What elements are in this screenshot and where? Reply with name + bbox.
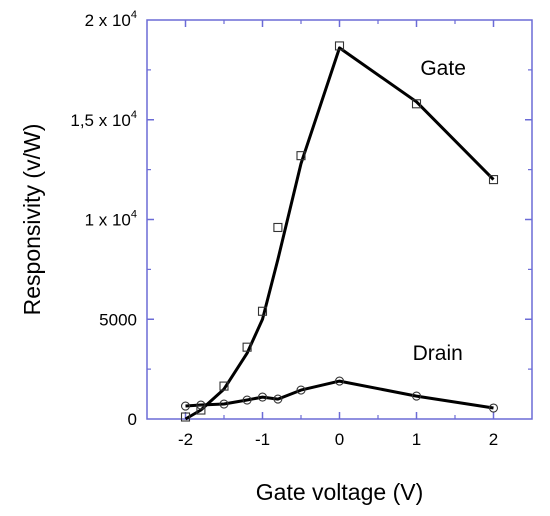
series-label-gate: Gate xyxy=(420,57,466,80)
x-tick-label: -1 xyxy=(255,430,270,449)
y-tick-label: 0 xyxy=(128,410,137,429)
x-tick-label: 0 xyxy=(335,430,344,449)
x-tick-label: 1 xyxy=(412,430,421,449)
series-markers xyxy=(180,41,499,422)
y-axis-title: Responsivity (v/W) xyxy=(19,124,45,316)
data-point-drain xyxy=(242,395,252,405)
series-annotations: Gate Drain xyxy=(413,57,466,365)
data-point-gate xyxy=(219,381,229,391)
data-point-gate xyxy=(334,41,345,51)
series-line-gate xyxy=(184,46,495,421)
data-point-drain xyxy=(257,392,268,402)
y-tick-label: 1 x 104 xyxy=(85,209,137,230)
data-point-gate xyxy=(257,306,268,316)
data-point-drain xyxy=(180,401,191,411)
data-point-drain xyxy=(196,400,206,410)
y-tick-label: 5000 xyxy=(99,310,137,329)
y-axis-ticks: 0 5000 1 x 104 1,5 x 104 2 x 104 xyxy=(70,9,532,429)
data-point-drain xyxy=(219,399,229,409)
plot-frame xyxy=(146,19,533,420)
x-axis-title: Gate voltage (V) xyxy=(256,479,423,505)
data-point-gate xyxy=(180,412,191,422)
series-label-drain: Drain xyxy=(413,342,463,365)
data-point-drain xyxy=(273,394,283,404)
series-lines xyxy=(184,46,495,421)
data-point-gate xyxy=(273,222,283,233)
y-tick-label: 1,5 x 104 xyxy=(70,109,137,130)
data-point-drain xyxy=(488,403,499,413)
series-line-drain xyxy=(185,379,494,410)
data-point-gate xyxy=(488,175,499,185)
x-tick-label: 2 xyxy=(489,430,498,449)
data-point-gate xyxy=(196,405,206,415)
data-point-drain xyxy=(296,385,306,395)
data-point-gate xyxy=(242,342,252,352)
x-tick-label: -2 xyxy=(178,430,193,449)
data-point-gate xyxy=(411,99,422,109)
data-point-drain xyxy=(334,376,345,386)
y-tick-label: 2 x 104 xyxy=(85,9,137,30)
data-point-gate xyxy=(296,151,306,161)
data-point-drain xyxy=(411,391,422,401)
